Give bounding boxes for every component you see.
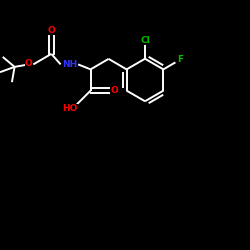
Text: O: O [48,26,55,35]
Text: O: O [110,86,118,95]
Text: HO: HO [62,104,78,114]
Text: Cl: Cl [140,36,150,44]
Text: NH: NH [62,60,77,69]
Text: O: O [25,58,33,68]
Text: F: F [177,56,184,64]
